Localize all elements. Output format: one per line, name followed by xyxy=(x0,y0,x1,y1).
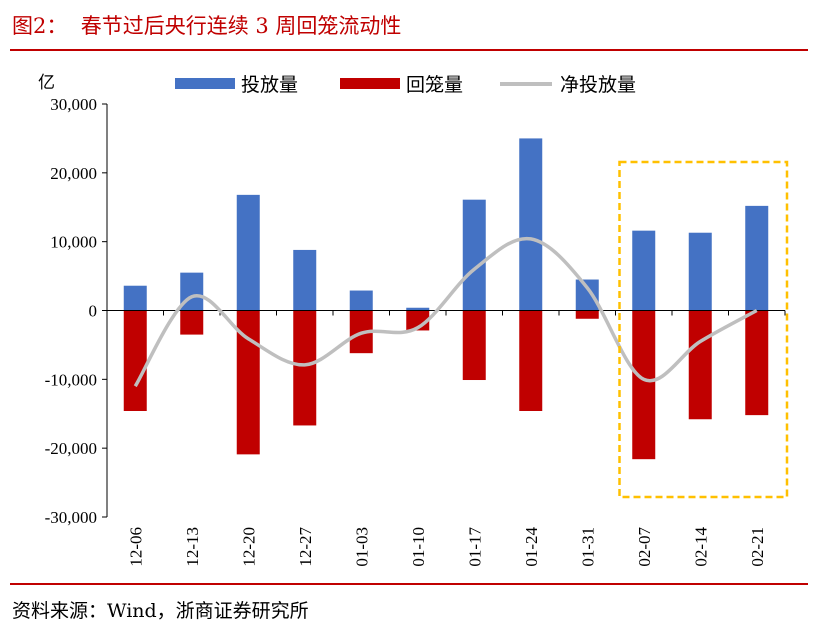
x-tick-label: 02-14 xyxy=(691,527,710,567)
bar-injection xyxy=(123,285,147,311)
legend-label: 回笼量 xyxy=(406,74,463,96)
y-tick-label: -30,000 xyxy=(45,508,97,527)
bar-withdrawal xyxy=(293,310,317,426)
x-tick-label: 01-24 xyxy=(522,527,541,567)
bar-injection xyxy=(462,199,486,311)
y-tick-label: 30,000 xyxy=(50,95,97,114)
bar-withdrawal xyxy=(575,310,599,319)
x-tick-label: 02-07 xyxy=(635,527,654,567)
y-tick-label: -10,000 xyxy=(45,370,97,389)
bar-withdrawal xyxy=(180,310,204,335)
bar-withdrawal xyxy=(688,310,712,420)
y-tick-label: 20,000 xyxy=(50,164,97,183)
x-tick-label: 12-13 xyxy=(183,527,202,567)
bar-withdrawal xyxy=(236,310,260,455)
legend-label: 净投放量 xyxy=(560,74,636,96)
bar-injection xyxy=(293,249,317,311)
bar-withdrawal xyxy=(519,310,543,411)
figure-title: 图2： 春节过后央行连续 3 周回笼流动性 xyxy=(12,14,402,38)
bar-injection xyxy=(575,279,599,311)
bar-injection xyxy=(632,230,656,311)
bar-injection xyxy=(349,290,373,311)
bar-injection xyxy=(406,307,430,311)
y-axis-unit: 亿 xyxy=(38,73,55,92)
source-note: 资料来源：Wind，浙商证券研究所 xyxy=(12,600,309,622)
title-divider xyxy=(10,49,808,51)
y-tick-label: -20,000 xyxy=(45,439,97,458)
x-tick-label: 12-27 xyxy=(296,527,315,567)
net-injection-line xyxy=(133,236,758,388)
x-tick-label: 01-03 xyxy=(352,527,371,567)
bar-injection xyxy=(519,138,543,311)
bar-withdrawal xyxy=(632,310,656,460)
bar-injection xyxy=(688,232,712,311)
legend-label: 投放量 xyxy=(241,74,298,96)
bar-withdrawal xyxy=(745,310,769,416)
x-tick-label: 01-17 xyxy=(465,527,484,567)
highlight-box xyxy=(618,160,789,499)
bar-withdrawal xyxy=(462,310,486,381)
x-tick-label: 01-31 xyxy=(578,527,597,567)
bar-withdrawal xyxy=(123,310,147,411)
y-tick-label: 10,000 xyxy=(50,233,97,252)
legend-swatch xyxy=(175,78,235,89)
legend-swatch xyxy=(340,78,400,89)
y-tick-label: 0 xyxy=(89,302,98,321)
x-tick-label: 02-21 xyxy=(748,527,767,567)
bar-injection xyxy=(236,194,260,311)
x-tick-label: 01-10 xyxy=(409,527,428,567)
bar-injection xyxy=(745,205,769,311)
footer-divider xyxy=(10,583,808,585)
x-tick-label: 12-20 xyxy=(239,527,258,567)
x-tick-label: 12-06 xyxy=(126,527,145,567)
